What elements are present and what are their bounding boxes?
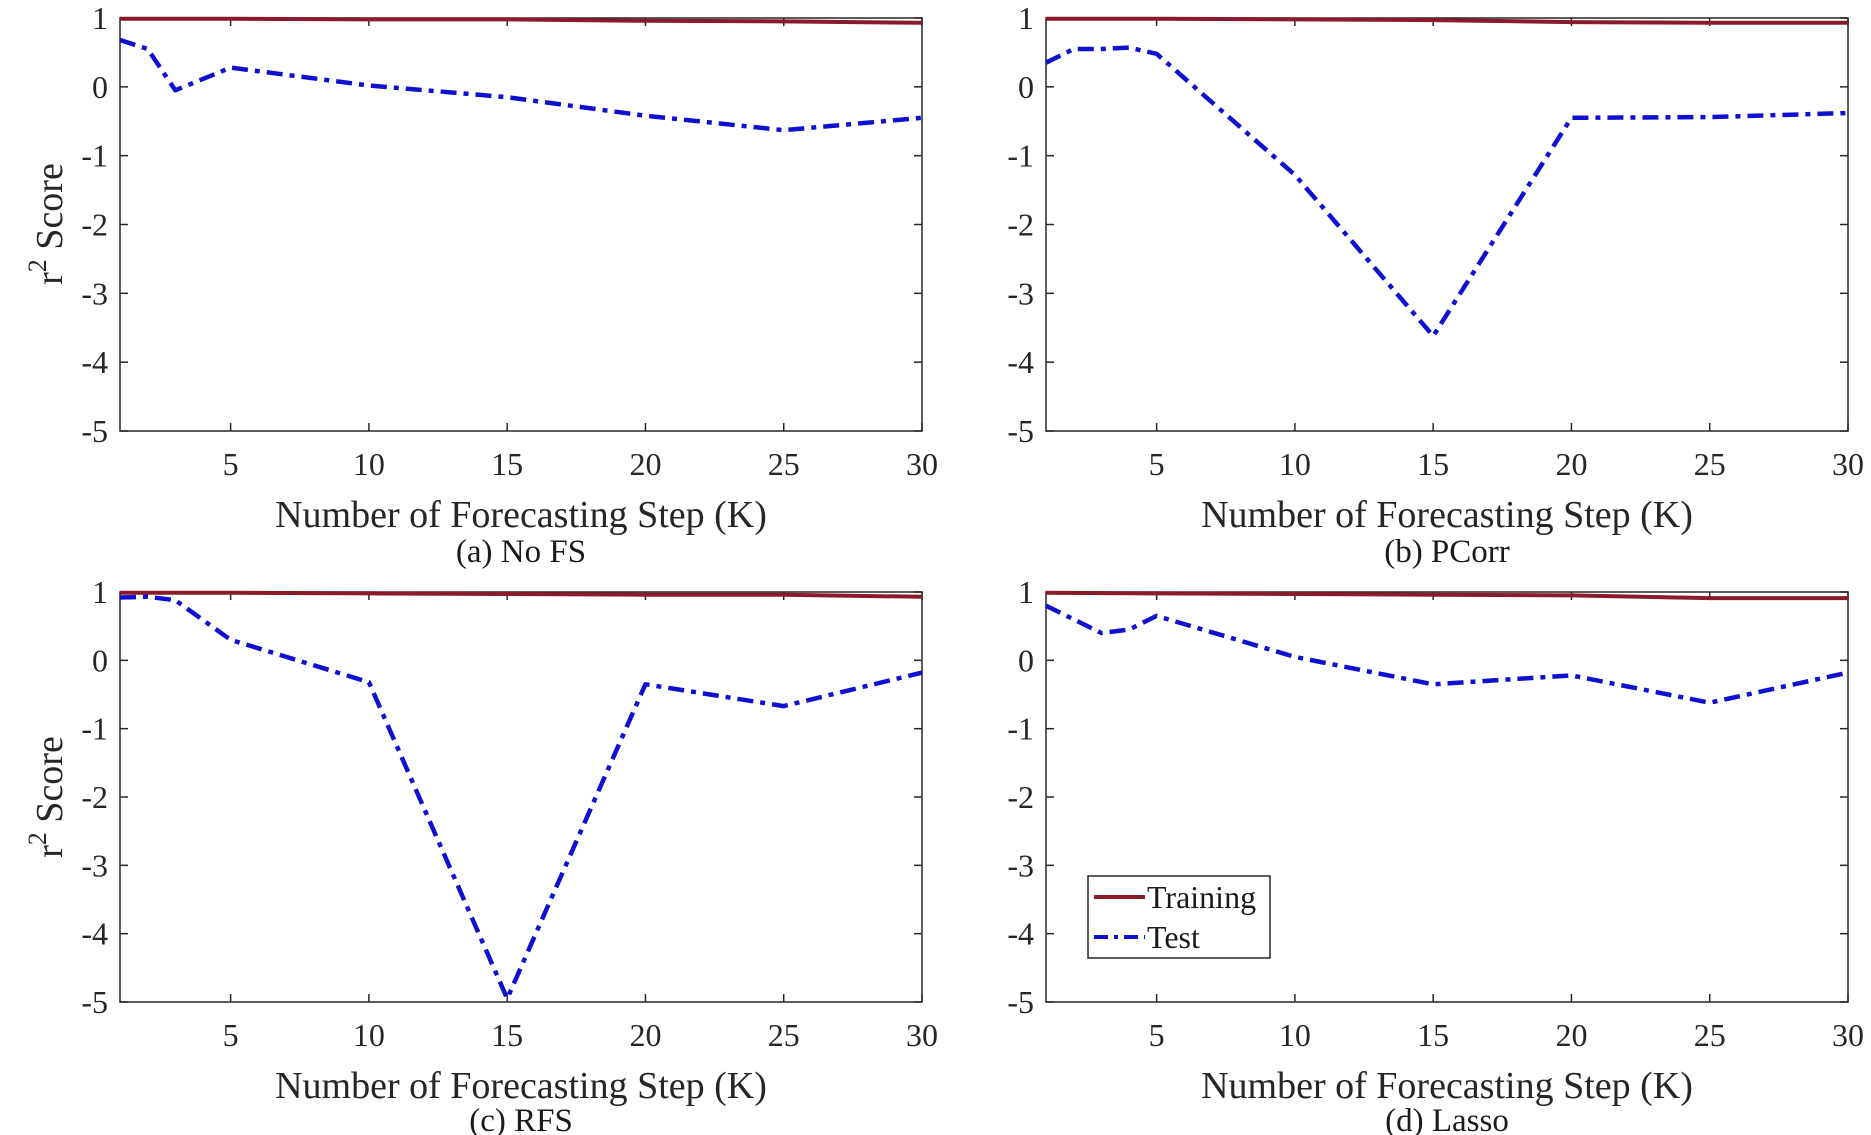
ytick-label-d-3: -2 <box>1007 779 1034 815</box>
ytick-label-a-1: -4 <box>81 344 108 380</box>
xtick-labels-d: 5 10 15 20 25 30 <box>1149 1017 1864 1053</box>
series-lines-d <box>1045 590 1849 705</box>
ytick-label-c-3: -2 <box>81 779 108 815</box>
series-lines-b <box>1045 16 1849 339</box>
ytick-label-a-6: 1 <box>92 0 108 36</box>
xtick-label-d-3: 20 <box>1555 1017 1587 1053</box>
xtick-label-d-1: 10 <box>1279 1017 1311 1053</box>
xtick-label-c-3: 20 <box>629 1017 661 1053</box>
xtick-label-c-4: 25 <box>768 1017 800 1053</box>
ytick-label-d-1: -4 <box>1007 916 1034 952</box>
xtick-label-a-0: 5 <box>223 446 239 482</box>
x-axis-label-c: Number of Forecasting Step (K) <box>275 1065 767 1107</box>
panel-c: -5 -4 -3 -2 -1 0 1 5 10 15 20 25 30 Number of Forec… <box>23 574 938 1135</box>
xtick-label-d-0: 5 <box>1149 1017 1165 1053</box>
ytick-label-a-4: -1 <box>81 138 108 174</box>
x-axis-label-d: Number of Forecasting Step (K) <box>1201 1065 1693 1107</box>
xtick-label-c-2: 15 <box>491 1017 523 1053</box>
xtick-label-c-0: 5 <box>223 1017 239 1053</box>
ytick-label-a-2: -3 <box>81 275 108 311</box>
xtick-label-b-4: 25 <box>1694 446 1726 482</box>
caption-c: (c) RFS <box>469 1103 573 1135</box>
ytick-label-d-2: -3 <box>1007 847 1034 883</box>
xtick-label-a-5: 30 <box>906 446 938 482</box>
xtick-label-b-5: 30 <box>1832 446 1864 482</box>
xtick-label-b-0: 5 <box>1149 446 1165 482</box>
ytick-label-a-5: 0 <box>92 69 108 105</box>
xtick-label-d-4: 25 <box>1694 1017 1726 1053</box>
panel-b: -5 -4 -3 -2 -1 0 1 5 10 15 20 25 30 Number of Forec… <box>1007 0 1864 570</box>
ytick-labels-c: -5 -4 -3 -2 -1 0 1 <box>81 574 108 1020</box>
xtick-label-d-5: 30 <box>1832 1017 1864 1053</box>
ytick-label-c-5: 0 <box>92 642 108 678</box>
ytick-label-b-5: 0 <box>1018 69 1034 105</box>
xtick-label-a-3: 20 <box>629 446 661 482</box>
legend: Training Test <box>1087 875 1271 959</box>
ytick-label-c-0: -5 <box>81 984 108 1020</box>
legend-training-label: Training <box>1147 879 1256 915</box>
series-test-line-a <box>119 37 923 133</box>
panel-d: -5 -4 -3 -2 -1 0 1 5 10 15 20 25 30 Number of Forec… <box>1007 574 1864 1135</box>
series-test-line-d <box>1045 603 1849 705</box>
xtick-label-d-2: 15 <box>1417 1017 1449 1053</box>
ytick-label-d-5: 0 <box>1018 642 1034 678</box>
ytick-label-c-6: 1 <box>92 574 108 610</box>
xtick-label-b-3: 20 <box>1555 446 1587 482</box>
series-test-line-c <box>119 594 923 1001</box>
series-lines-c <box>119 590 923 1001</box>
xtick-label-c-1: 10 <box>353 1017 385 1053</box>
ytick-label-b-4: -1 <box>1007 138 1034 174</box>
xtick-labels-a: 5 10 15 20 25 30 <box>223 446 938 482</box>
ytick-label-d-6: 1 <box>1018 574 1034 610</box>
ytick-label-c-1: -4 <box>81 916 108 952</box>
ytick-labels-a: -5 -4 -3 -2 -1 0 1 <box>81 0 108 449</box>
series-training-line-a <box>120 16 923 25</box>
ytick-label-a-0: -5 <box>81 413 108 449</box>
ytick-label-c-2: -3 <box>81 847 108 883</box>
xtick-label-a-2: 15 <box>491 446 523 482</box>
caption-b: (b) PCorr <box>1384 534 1510 570</box>
ytick-label-b-1: -4 <box>1007 344 1034 380</box>
series-training-line-d <box>1045 590 1848 601</box>
xtick-label-b-1: 10 <box>1279 446 1311 482</box>
ytick-labels-b: -5 -4 -3 -2 -1 0 1 <box>1007 0 1034 449</box>
xtick-labels-b: 5 10 15 20 25 30 <box>1149 446 1864 482</box>
ytick-label-c-4: -1 <box>81 711 108 747</box>
ytick-label-a-3: -2 <box>81 207 108 243</box>
xtick-label-c-5: 30 <box>906 1017 938 1053</box>
ytick-label-b-0: -5 <box>1007 413 1034 449</box>
series-test-line-b <box>1045 45 1849 339</box>
xtick-label-b-2: 15 <box>1417 446 1449 482</box>
gridmarks-c <box>120 591 923 1003</box>
xtick-label-a-4: 25 <box>768 446 800 482</box>
series-training-line-b <box>1046 16 1848 25</box>
series-lines-a <box>119 16 923 133</box>
series-training-line-c <box>120 590 923 599</box>
x-axis-label-a: Number of Forecasting Step (K) <box>275 494 767 536</box>
legend-test-label: Test <box>1147 919 1200 955</box>
y-axis-label-c: r2 Score <box>23 736 71 858</box>
ytick-label-d-0: -5 <box>1007 984 1034 1020</box>
ytick-label-b-6: 1 <box>1018 0 1034 36</box>
ytick-label-b-3: -2 <box>1007 207 1034 243</box>
ytick-label-b-2: -3 <box>1007 275 1034 311</box>
ytick-label-d-4: -1 <box>1007 711 1034 747</box>
x-axis-label-b: Number of Forecasting Step (K) <box>1201 494 1693 536</box>
ytick-labels-d: -5 -4 -3 -2 -1 0 1 <box>1007 574 1034 1020</box>
xtick-label-a-1: 10 <box>353 446 385 482</box>
xtick-labels-c: 5 10 15 20 25 30 <box>223 1017 938 1053</box>
panel-a: -5 -4 -3 -2 -1 0 1 5 10 15 20 25 30 Number of Forec… <box>23 0 938 570</box>
caption-a: (a) No FS <box>456 534 586 570</box>
legend-box <box>1087 875 1271 959</box>
y-axis-label-a: r2 Score <box>23 163 71 285</box>
caption-d: (d) Lasso <box>1385 1103 1509 1135</box>
